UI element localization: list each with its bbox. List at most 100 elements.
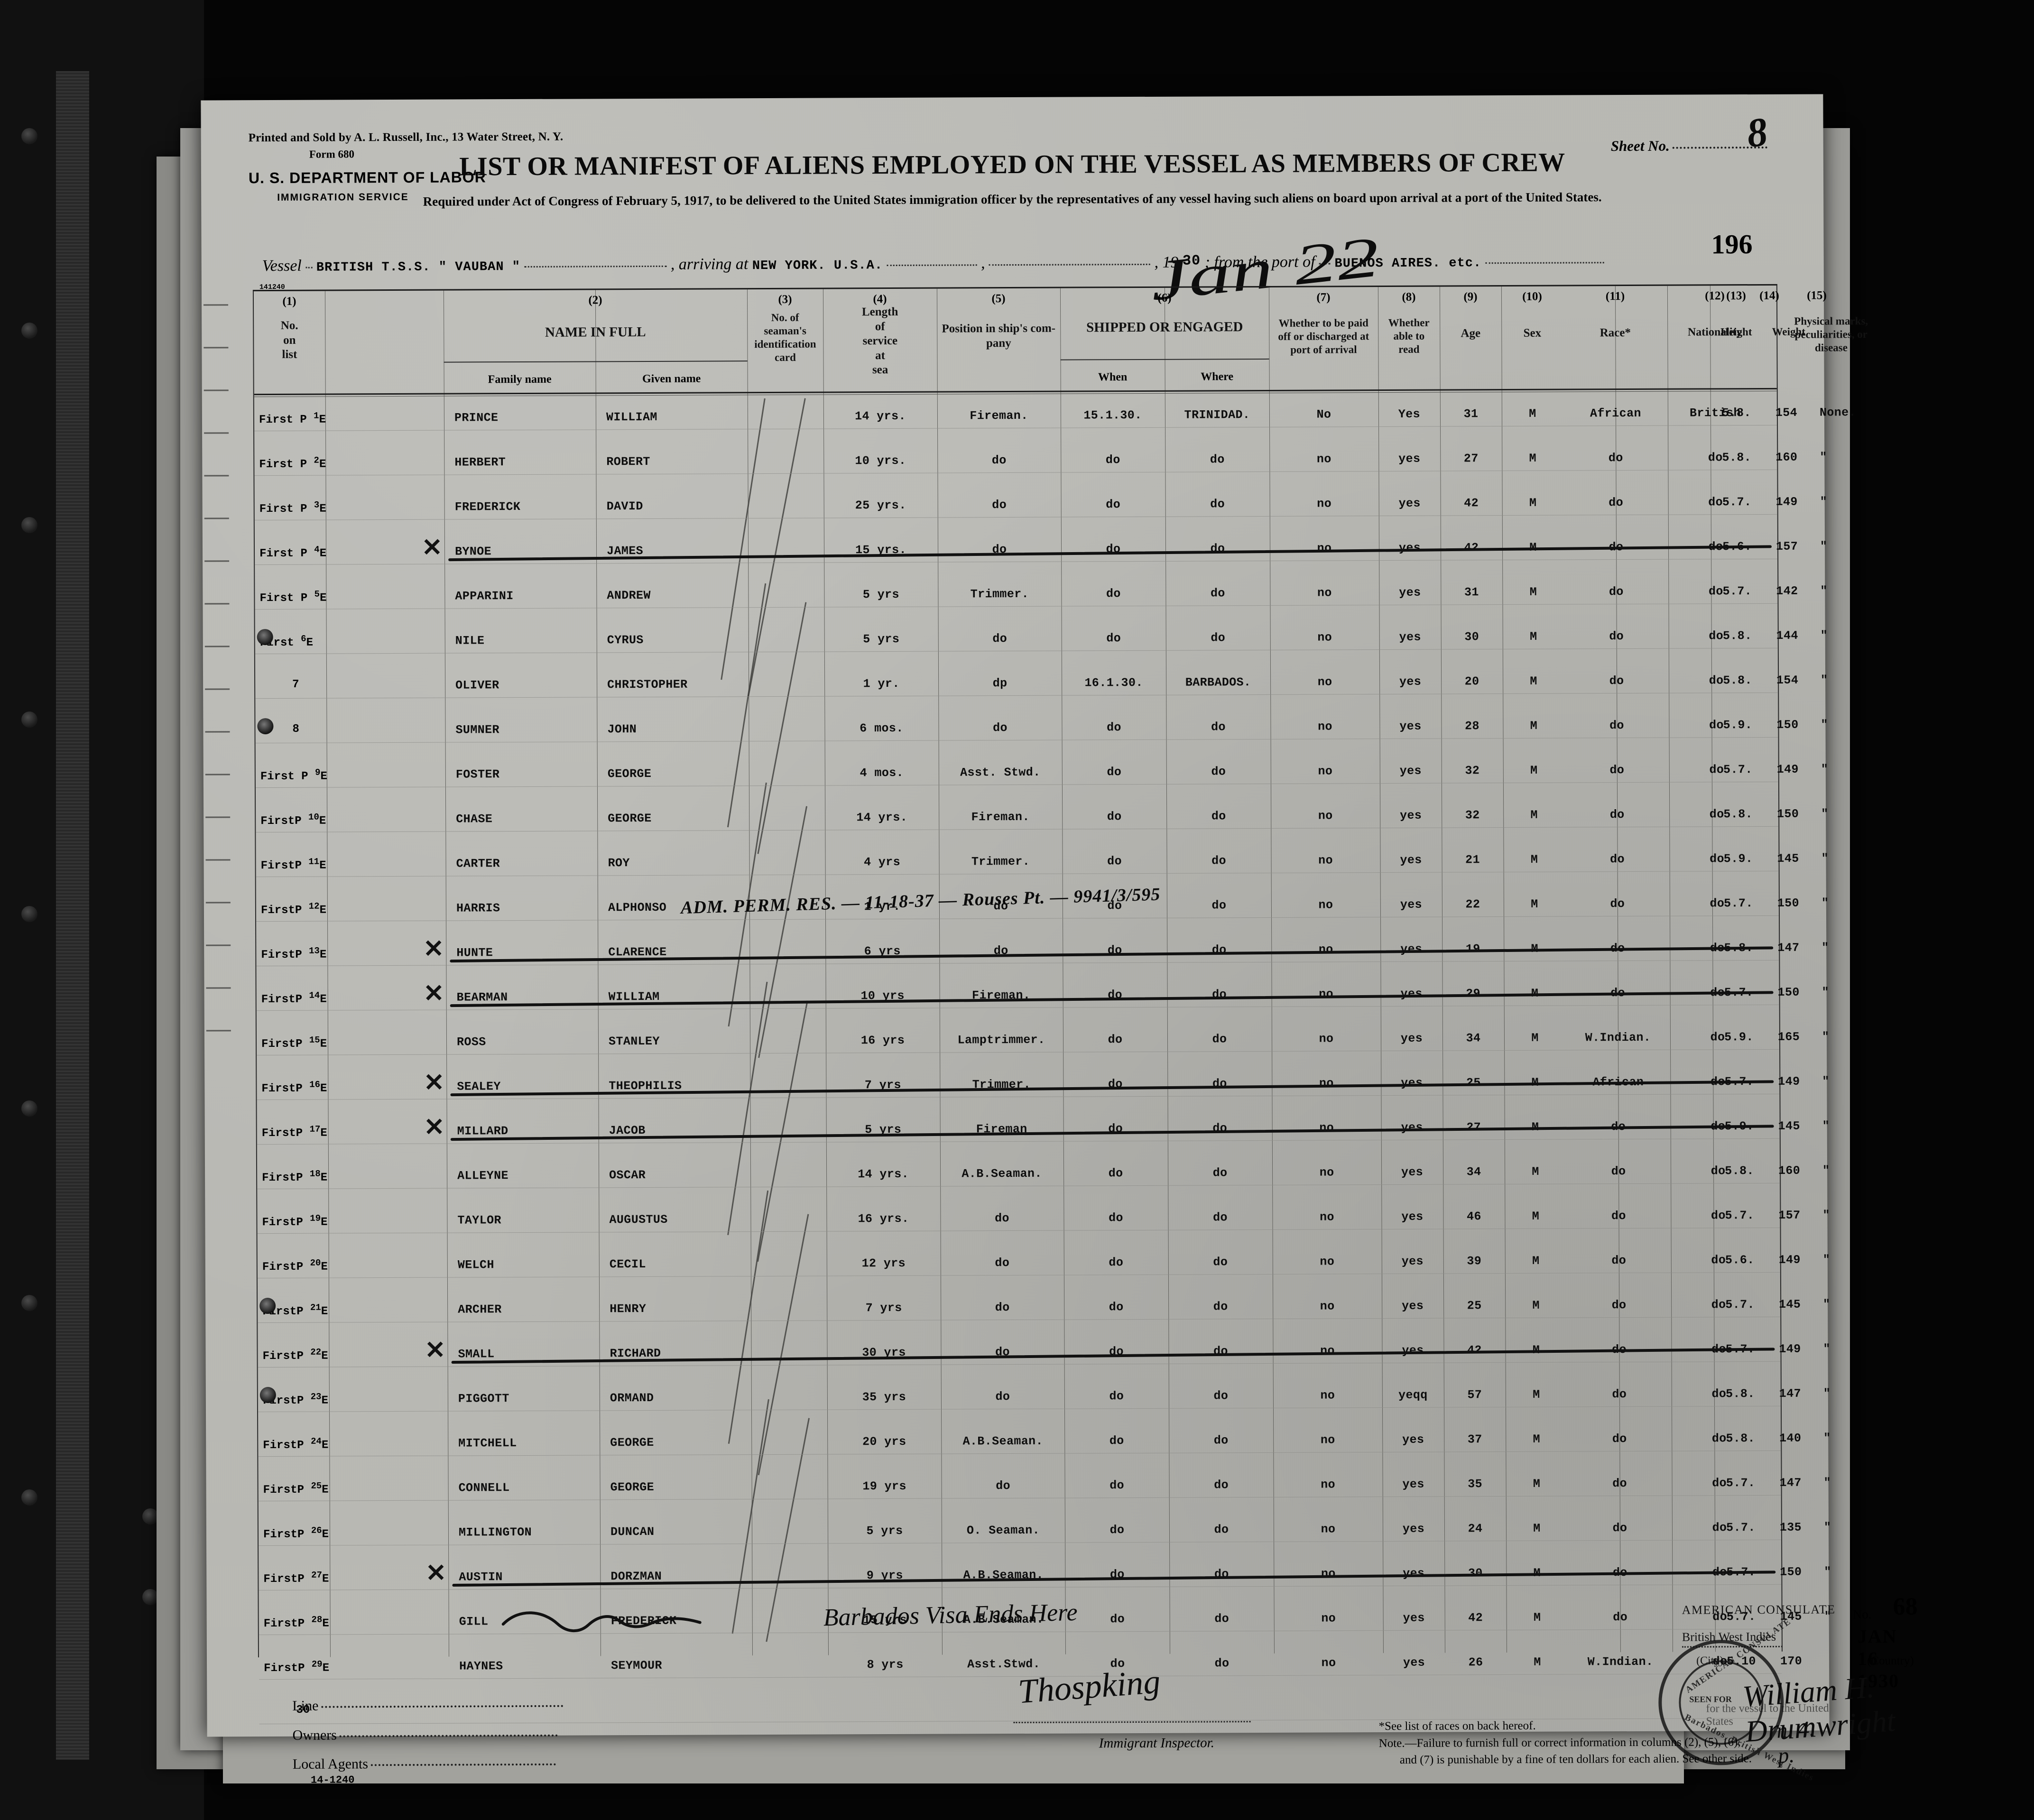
cell-race: do: [1608, 451, 1623, 465]
row-number-stamp: FirstP 22E: [262, 1347, 328, 1363]
row-number-stamp: First P 1E: [259, 410, 326, 427]
cell-position: do: [996, 1479, 1011, 1493]
table-row[interactable]: FirstP 23E PIGGOTT ORMAND 35 yrs do do do no yeq…: [258, 1378, 1831, 1429]
cell-given-name: JAMES: [606, 544, 644, 558]
cell-where: do: [1210, 497, 1225, 511]
cell-where: do: [1210, 453, 1225, 467]
table-row[interactable]: FirstP 14E BEARMAN WILLIAM 10 yrs Fireman. do…: [257, 977, 1829, 1027]
table-row[interactable]: First P 9E FOSTER GEORGE 4 mos. Asst. Stwd. d…: [256, 754, 1828, 804]
cell-paid-off: no: [1317, 675, 1332, 689]
cell-race: do: [1609, 763, 1625, 777]
sprocket-hole: [142, 1508, 158, 1524]
cell-position: dp: [992, 676, 1008, 691]
cell-read: yes: [1398, 496, 1421, 510]
cell-where: do: [1212, 1210, 1228, 1225]
cell-age: 35: [1468, 1477, 1483, 1491]
cell-where: do: [1211, 898, 1227, 913]
cell-family-name: SEALEY: [457, 1080, 501, 1094]
cell-weight: 147: [1779, 1386, 1802, 1401]
table-row[interactable]: FirstP 20E WELCH CECIL 12 yrs do do do no yes 39 M…: [258, 1245, 1830, 1295]
cell-height: 5.6.: [1725, 1253, 1755, 1267]
row-number-stamp: First P 4E: [259, 544, 327, 561]
footer-notes: *See list of races on back hereof. Note.…: [1379, 1716, 1882, 1769]
cell-family-name: APPARINI: [455, 589, 514, 603]
table-row[interactable]: First P 1E PRINCE WILLIAM 14 yrs. Fireman. 15…: [254, 397, 1856, 448]
col-title-13: Height: [1720, 326, 1752, 338]
cell-given-name: DAVID: [606, 499, 643, 514]
table-row[interactable]: FirstP 24E MITCHELL GEORGE 20 yrs A.B.Seaman…: [258, 1423, 1831, 1473]
cell-age: 42: [1468, 1611, 1483, 1625]
cell-family-name: SMALL: [458, 1347, 495, 1361]
col-num-6: (6): [1157, 291, 1172, 305]
cell-read: yes: [1402, 1432, 1424, 1447]
cell-weight: 149: [1778, 1253, 1801, 1267]
cell-marks: ": [1821, 941, 1829, 955]
cell-sex: M: [1530, 808, 1538, 822]
cell-family-name: PIGGOTT: [458, 1392, 509, 1406]
cell-sex: M: [1534, 1655, 1541, 1669]
table-row[interactable]: FirstP 18E ALLEYNE OSCAR 14 yrs. A.B.Seaman.…: [257, 1155, 1830, 1206]
table-row[interactable]: FirstP 26E MILLINGTON DUNCAN 5 yrs O. Seaman…: [259, 1512, 1831, 1562]
cell-weight: 157: [1778, 1208, 1801, 1222]
row-number-stamp: FirstP 26E: [263, 1525, 329, 1542]
table-row[interactable]: FirstP 11E CARTER ROY 4 yrs Trimmer. do do no ye…: [256, 843, 1829, 894]
cell-nationality: do: [1708, 451, 1723, 465]
cell-race: do: [1610, 852, 1625, 867]
cell-race: W.Indian.: [1585, 1030, 1651, 1045]
cell-height: 5.8.: [1723, 807, 1753, 822]
table-row[interactable]: FirstP 25E CONNELL GEORGE 19 yrs do do do no yes…: [259, 1468, 1831, 1518]
cell-nationality: do: [1709, 718, 1724, 732]
cell-marks: ": [1824, 1565, 1831, 1579]
cell-sex: M: [1529, 585, 1537, 599]
cell-paid-off: no: [1320, 1433, 1335, 1447]
cell-nationality: do: [1710, 1209, 1726, 1223]
cell-family-name: HUNTE: [456, 946, 493, 960]
cell-where: do: [1214, 1656, 1230, 1671]
cell-sex: M: [1532, 1209, 1540, 1223]
table-row[interactable]: First P 2E HERBERT ROBERT 10 yrs. do do do no ye…: [254, 442, 1827, 492]
cell-weight: 150: [1777, 985, 1800, 999]
row-number-stamp: First P 9E: [260, 767, 327, 784]
cell-paid-off: no: [1320, 1255, 1335, 1269]
table-row[interactable]: FirstP 21E ARCHER HENRY 7 yrs do do do no yes 25 M…: [258, 1289, 1831, 1340]
cell-race: do: [1611, 1209, 1626, 1223]
table-row[interactable]: FirstP 15E ROSS STANLEY 16 yrs Lamptrimmer. d…: [257, 1022, 1829, 1072]
cell-height: 5.7.: [1723, 763, 1753, 777]
table-row[interactable]: 7 OLIVER CHRISTOPHER 1 yr. dp 16.1.30. BARBADO…: [255, 665, 1828, 715]
cell-service: 14 yrs.: [858, 1167, 909, 1182]
cell-family-name: WELCH: [457, 1258, 494, 1272]
cell-race: do: [1612, 1387, 1627, 1402]
cell-read: yes: [1402, 1343, 1424, 1358]
cell-read: yes: [1400, 987, 1423, 1001]
table-row[interactable]: FirstP 10E CHASE GEORGE 14 yrs. Fireman. do do…: [256, 799, 1828, 849]
table-row[interactable]: FirstP 19E TAYLOR AUGUSTUS 16 yrs. do do do no y…: [257, 1200, 1830, 1250]
cell-when: do: [1108, 1211, 1123, 1225]
cell-service: 7 yrs: [865, 1301, 902, 1315]
cell-race: do: [1611, 1164, 1626, 1179]
inspector-label: Immigrant Inspector.: [1099, 1735, 1215, 1751]
cell-service: 14 yrs.: [856, 810, 908, 825]
cell-race: do: [1612, 1432, 1627, 1446]
table-row[interactable]: FirstP 16E SEALEY THEOPHILIS 7 yrs Trimmer. d…: [257, 1066, 1829, 1117]
table-row[interactable]: FirstP 17E MILLARD JACOB 5 yrs Fireman do do no…: [257, 1111, 1830, 1161]
col-title-8: Whether able to read: [1388, 316, 1430, 355]
cell-family-name: MITCHELL: [458, 1436, 517, 1450]
cell-sex: M: [1532, 1254, 1540, 1268]
cell-when: do: [1106, 587, 1121, 601]
cell-read: yes: [1401, 1165, 1424, 1179]
col-title-15: Physical marks, peculiarities, or diseas…: [1794, 315, 1868, 354]
cell-nationality: do: [1708, 584, 1723, 599]
cell-weight: 165: [1777, 1030, 1800, 1044]
table-row[interactable]: First P 5E APPARINI ANDREW 5 yrs Trimmer. do d…: [255, 576, 1827, 626]
col-title-10: Sex: [1523, 326, 1542, 340]
table-row[interactable]: First P 3E FREDERICK DAVID 25 yrs. do do do no y…: [255, 487, 1827, 537]
cell-marks: ": [1820, 584, 1828, 598]
cell-read: yes: [1398, 452, 1421, 466]
cell-weight: 145: [1777, 851, 1799, 866]
cell-read: yes: [1399, 719, 1422, 733]
